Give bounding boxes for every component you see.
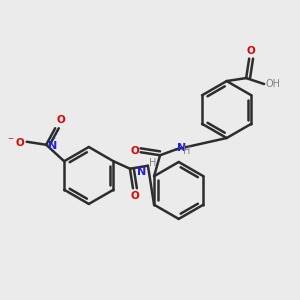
Text: O: O	[57, 115, 65, 125]
Text: N: N	[48, 141, 57, 151]
Text: OH: OH	[266, 79, 280, 89]
Text: $^-$O: $^-$O	[6, 136, 25, 148]
Text: N: N	[177, 143, 187, 153]
Text: $^+$: $^+$	[49, 136, 57, 145]
Text: N: N	[137, 167, 146, 177]
Text: H: H	[149, 158, 157, 168]
Text: O: O	[131, 190, 140, 201]
Text: H: H	[183, 146, 191, 156]
Text: O: O	[246, 46, 255, 56]
Text: O: O	[130, 146, 139, 156]
